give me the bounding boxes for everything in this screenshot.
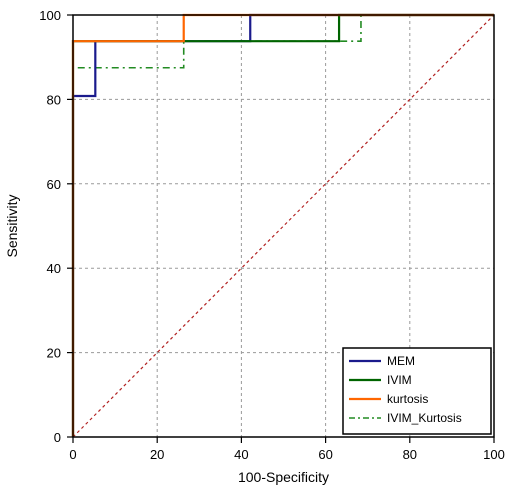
x-tick-label: 60 — [318, 447, 332, 462]
x-tick-label: 80 — [403, 447, 417, 462]
y-tick-label: 20 — [47, 346, 61, 361]
x-tick-label: 20 — [150, 447, 164, 462]
y-tick-label: 100 — [39, 8, 61, 23]
plot-frame — [72, 14, 495, 438]
x-axis-title: 100-Specificity — [238, 469, 329, 485]
legend: MEM IVIM kurtosis IVIM_Kurtosis — [342, 347, 492, 435]
x-tick-label: 40 — [234, 447, 248, 462]
axis-ticks: 0 20 40 60 80 100 0 20 40 60 80 100 — [39, 8, 505, 462]
x-tick-label: 100 — [483, 447, 505, 462]
legend-items: MEM IVIM kurtosis IVIM_Kurtosis — [349, 354, 462, 425]
y-tick-label: 0 — [54, 430, 61, 445]
y-axis-title: Sensitivity — [4, 194, 20, 257]
y-tick-label: 80 — [47, 92, 61, 107]
legend-label: IVIM — [387, 373, 412, 387]
legend-box — [342, 347, 492, 435]
legend-label: kurtosis — [387, 392, 428, 406]
legend-label: MEM — [387, 354, 415, 368]
y-tick-label: 40 — [47, 261, 61, 276]
legend-label: IVIM_Kurtosis — [387, 411, 462, 425]
x-tick-label: 0 — [69, 447, 76, 462]
y-tick-label: 60 — [47, 177, 61, 192]
